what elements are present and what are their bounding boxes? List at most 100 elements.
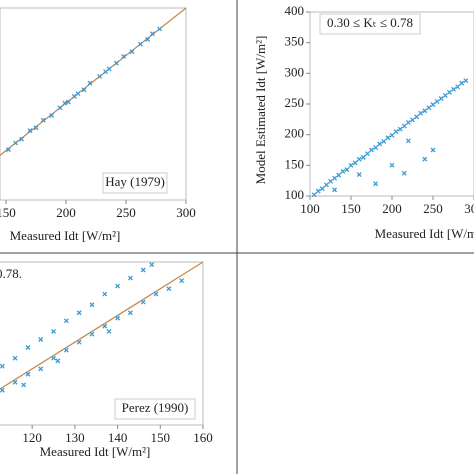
point [455,84,461,90]
point [87,80,93,86]
point [102,323,108,329]
point [434,99,440,105]
point [55,358,61,364]
point [76,339,82,345]
plot-frame [309,11,474,197]
annotation: 0.30 ≤ Kₜ ≤ 0.78. [0,266,22,281]
point [166,286,172,292]
x-tick-label: 200 [56,205,76,220]
point [51,329,56,334]
point [352,160,358,166]
x-axis-label: Measured Idt [W/m²] [10,228,121,243]
point [106,329,112,334]
point [356,156,362,162]
point [12,355,18,361]
y-axis-label: Model Estimated Idt [W/m²] [253,36,268,185]
point [127,275,133,281]
identity-line [0,261,204,390]
point [63,318,69,324]
x-axis-label: Measured Idt [W/m²] [40,444,151,459]
annotation: Perez (1990) [122,400,189,415]
point [89,302,95,308]
point [127,310,133,316]
y-tick-label: 350 [285,34,305,49]
point [57,105,63,111]
point [49,112,55,118]
point [356,172,362,177]
plot-frame [0,7,187,201]
x-tick-label: 120 [22,430,42,445]
plot-frame [0,261,204,426]
point [81,87,87,93]
point [397,126,403,132]
point [140,267,146,273]
point [364,151,370,157]
point [33,125,39,131]
x-tick-label: 130 [65,430,85,445]
point [115,283,121,289]
point [332,187,338,193]
x-tick-label: 250 [116,205,136,220]
point [430,147,436,153]
point [113,60,119,66]
point [97,73,103,79]
point [385,135,391,141]
point [12,379,18,385]
x-tick-label: 200 [382,201,402,216]
point [21,382,27,388]
y-tick-label: 300 [285,64,305,79]
annotation-box [102,172,168,194]
point [0,387,5,393]
panel: 120 130 140 150 160 Perez (1990) 0.30 ≤ Kₜ ≤ 0… [0,261,213,459]
point [369,147,374,153]
point [51,355,56,361]
x-tick-label: 300 [176,205,196,220]
point [442,92,448,98]
point [149,262,155,268]
point [315,188,321,194]
point [438,96,444,101]
point [63,347,69,353]
point [179,278,185,284]
y-tick-label: 100 [285,187,305,202]
point [418,110,424,116]
point [38,366,44,372]
point [459,80,465,86]
point [25,371,31,377]
x-tick-label: 150 [151,430,171,445]
point [19,136,25,142]
point [129,49,135,55]
point [140,299,146,305]
point [75,91,81,97]
point [446,89,452,95]
point [336,172,342,178]
point [381,138,387,144]
point [377,141,383,147]
point [76,310,82,316]
panel: 100 150 200 250 300 100 150 200 250 300 350 400 0.30… [253,3,474,241]
point [319,186,325,192]
point [393,129,399,135]
x-tick-label: 300 [464,201,474,216]
point [65,99,71,105]
point [389,132,395,138]
annotation-box [114,398,196,420]
point [5,147,11,153]
annotation: 0.30 ≤ Kₜ ≤ 0.78 [327,15,413,30]
point [373,181,379,187]
x-tick-label: 150 [0,205,16,220]
x-axis-label: Measured Idt [W/m²] [375,226,474,241]
point [332,175,338,181]
point [430,102,436,108]
x-tick-label: 140 [108,430,128,445]
point [149,31,155,37]
point [451,86,456,92]
point [344,167,350,173]
point [328,178,333,184]
y-tick-label: 400 [285,3,305,18]
point [463,78,469,84]
x-tick-label: 250 [423,201,443,216]
point [62,100,68,106]
point [13,140,19,146]
